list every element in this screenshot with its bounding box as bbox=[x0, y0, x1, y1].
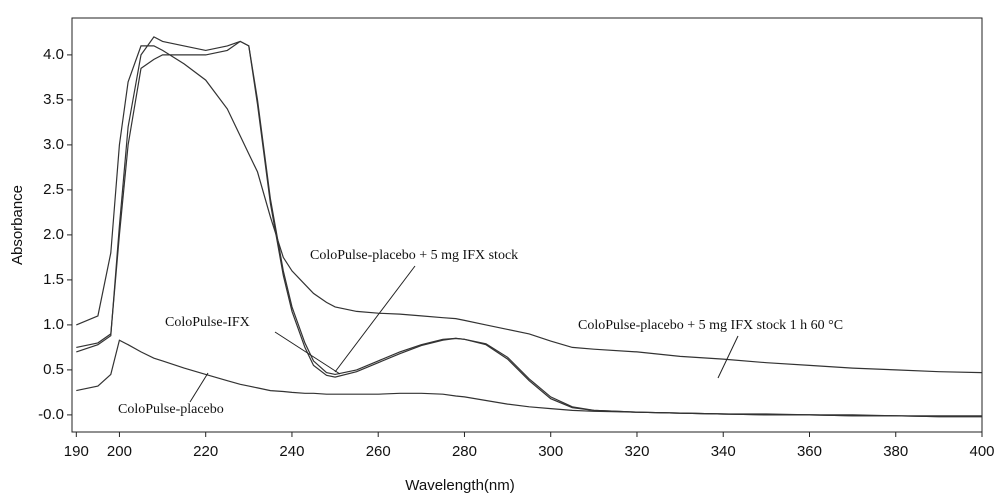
y-tick-label: 3.5 bbox=[43, 91, 64, 108]
y-tick-label: 2.0 bbox=[43, 226, 64, 243]
y-tick-label: 2.5 bbox=[43, 181, 64, 198]
y-axis-label: Absorbance bbox=[9, 185, 26, 265]
series-annotation: ColoPulse-placebo bbox=[118, 402, 224, 417]
series-line bbox=[76, 339, 982, 417]
series-annotation: ColoPulse-placebo + 5 mg IFX stock 1 h 6… bbox=[578, 318, 843, 333]
y-tick-label: 1.0 bbox=[43, 316, 64, 333]
series-line bbox=[76, 36, 982, 418]
series-line bbox=[76, 45, 983, 374]
annotation-leader bbox=[334, 265, 416, 373]
y-tick-label: 3.0 bbox=[43, 136, 64, 153]
x-tick-label: 260 bbox=[366, 443, 391, 460]
y-tick-label: 4.0 bbox=[43, 46, 64, 63]
x-tick-label: 220 bbox=[193, 443, 218, 460]
y-tick-label: 1.5 bbox=[43, 271, 64, 288]
x-tick-label: 320 bbox=[624, 443, 649, 460]
annotation-leader bbox=[274, 331, 341, 375]
x-tick-label: 190 bbox=[64, 443, 89, 460]
x-tick-label: 300 bbox=[538, 443, 563, 460]
plot-frame bbox=[71, 17, 983, 433]
series-annotation: ColoPulse-IFX bbox=[165, 315, 250, 330]
x-tick-label: 400 bbox=[969, 443, 994, 460]
x-tick-label: 240 bbox=[279, 443, 304, 460]
y-tick-label: -0.0 bbox=[38, 406, 64, 423]
series-line bbox=[76, 40, 982, 418]
x-tick-label: 380 bbox=[883, 443, 908, 460]
annotation-leader bbox=[717, 335, 739, 379]
x-tick-label: 200 bbox=[107, 443, 132, 460]
x-tick-label: 340 bbox=[711, 443, 736, 460]
x-axis-label: Wavelength(nm) bbox=[405, 477, 514, 494]
x-tick-label: 280 bbox=[452, 443, 477, 460]
series-annotation: ColoPulse-placebo + 5 mg IFX stock bbox=[310, 248, 518, 263]
annotation-leader bbox=[189, 372, 209, 403]
y-tick-label: 0.5 bbox=[43, 361, 64, 378]
x-tick-label: 360 bbox=[797, 443, 822, 460]
